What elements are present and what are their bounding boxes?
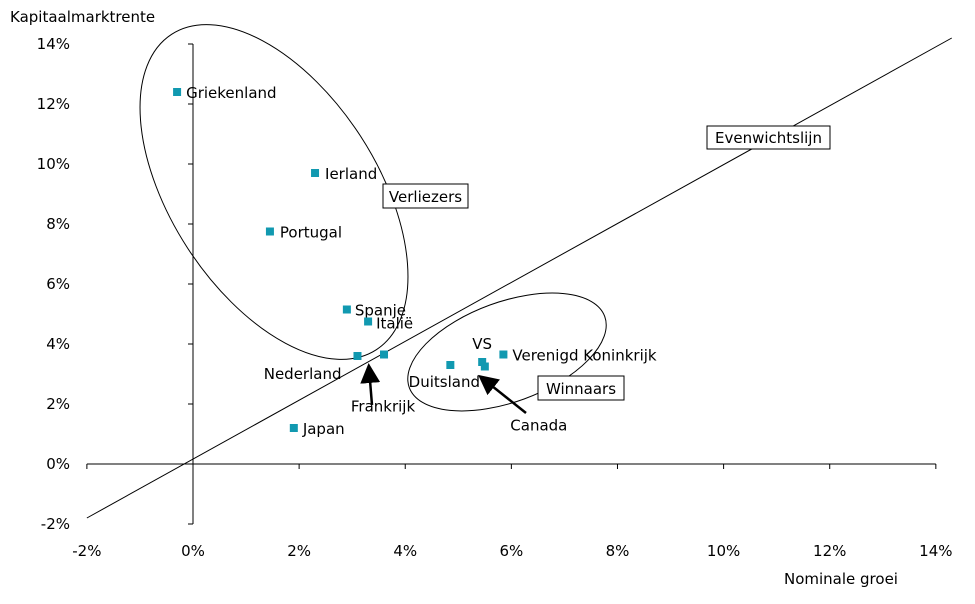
x-tick-label: 14% <box>919 542 952 560</box>
x-tick-label: 8% <box>606 542 630 560</box>
y-tick-label: 8% <box>46 215 70 233</box>
data-point-label: Frankrijk <box>351 398 416 416</box>
canada-arrow <box>478 374 527 414</box>
losers-label: Verliezers <box>389 188 462 206</box>
data-point-label: Portugal <box>280 224 342 242</box>
winners-label: Winnaars <box>546 380 616 398</box>
losers-ellipse <box>139 24 409 360</box>
y-axis-label: Kapitaalmarktrente <box>10 8 155 26</box>
data-point-label: Ierland <box>325 165 377 183</box>
x-tick-label: 6% <box>499 542 523 560</box>
data-point-marker <box>173 88 182 96</box>
x-tick-label: 10% <box>707 542 740 560</box>
axes: -2% 0% 2% 4% 6% 8% 10% 12% 14% -2% 0% 2% 4% 6% 8% 10% 12… <box>37 35 953 560</box>
equilibrium-line <box>86 37 953 519</box>
data-point-marker <box>342 305 351 314</box>
data-point-marker <box>380 350 389 359</box>
y-tick-label: 2% <box>46 395 70 413</box>
y-tick-label: 10% <box>37 155 70 173</box>
data-point-marker <box>353 352 362 360</box>
winners-ellipse <box>407 292 607 412</box>
x-tick-label: 4% <box>393 542 417 560</box>
y-tick-label: -2% <box>41 515 70 533</box>
data-point-label: Verenigd Koninkrijk <box>512 347 657 365</box>
y-tick-label: 0% <box>46 455 70 473</box>
x-tick-label: 0% <box>181 542 205 560</box>
data-point-label: Duitsland <box>409 373 480 391</box>
data-point-marker <box>478 358 487 366</box>
data-point-label: VS <box>472 335 492 353</box>
x-axis-label: Nominale groei <box>784 570 898 588</box>
y-tick-label: 6% <box>46 275 70 293</box>
data-point-label: Spanje <box>355 302 406 320</box>
equilibrium-label-box <box>706 125 831 150</box>
x-tick-label: -2% <box>72 542 101 560</box>
annotations: Evenwichtslijn Verliezers Winnaars <box>86 24 953 519</box>
data-point-label: Nederland <box>264 365 342 383</box>
data-point-label: Italië <box>376 315 413 333</box>
winners-label-box <box>537 375 625 401</box>
data-point-label: Japan <box>302 420 345 438</box>
equilibrium-label: Evenwichtslijn <box>715 129 822 147</box>
data-point-marker <box>265 227 274 236</box>
data-point-marker <box>311 169 320 177</box>
data-point-label: Canada <box>510 417 567 435</box>
data-point-marker <box>480 362 489 371</box>
y-tick-label: 14% <box>37 35 70 53</box>
x-tick-label: 12% <box>813 542 846 560</box>
x-tick-label: 2% <box>287 542 311 560</box>
data-point-marker <box>446 361 455 369</box>
data-point-label: Griekenland <box>186 84 276 102</box>
y-tick-label: 12% <box>37 95 70 113</box>
data-point-marker <box>364 317 373 326</box>
frankrijk-arrow <box>360 363 381 406</box>
data-point-marker <box>289 424 298 432</box>
y-tick-label: 4% <box>46 335 70 353</box>
data-point-marker <box>499 350 508 359</box>
losers-label-box <box>382 183 469 209</box>
